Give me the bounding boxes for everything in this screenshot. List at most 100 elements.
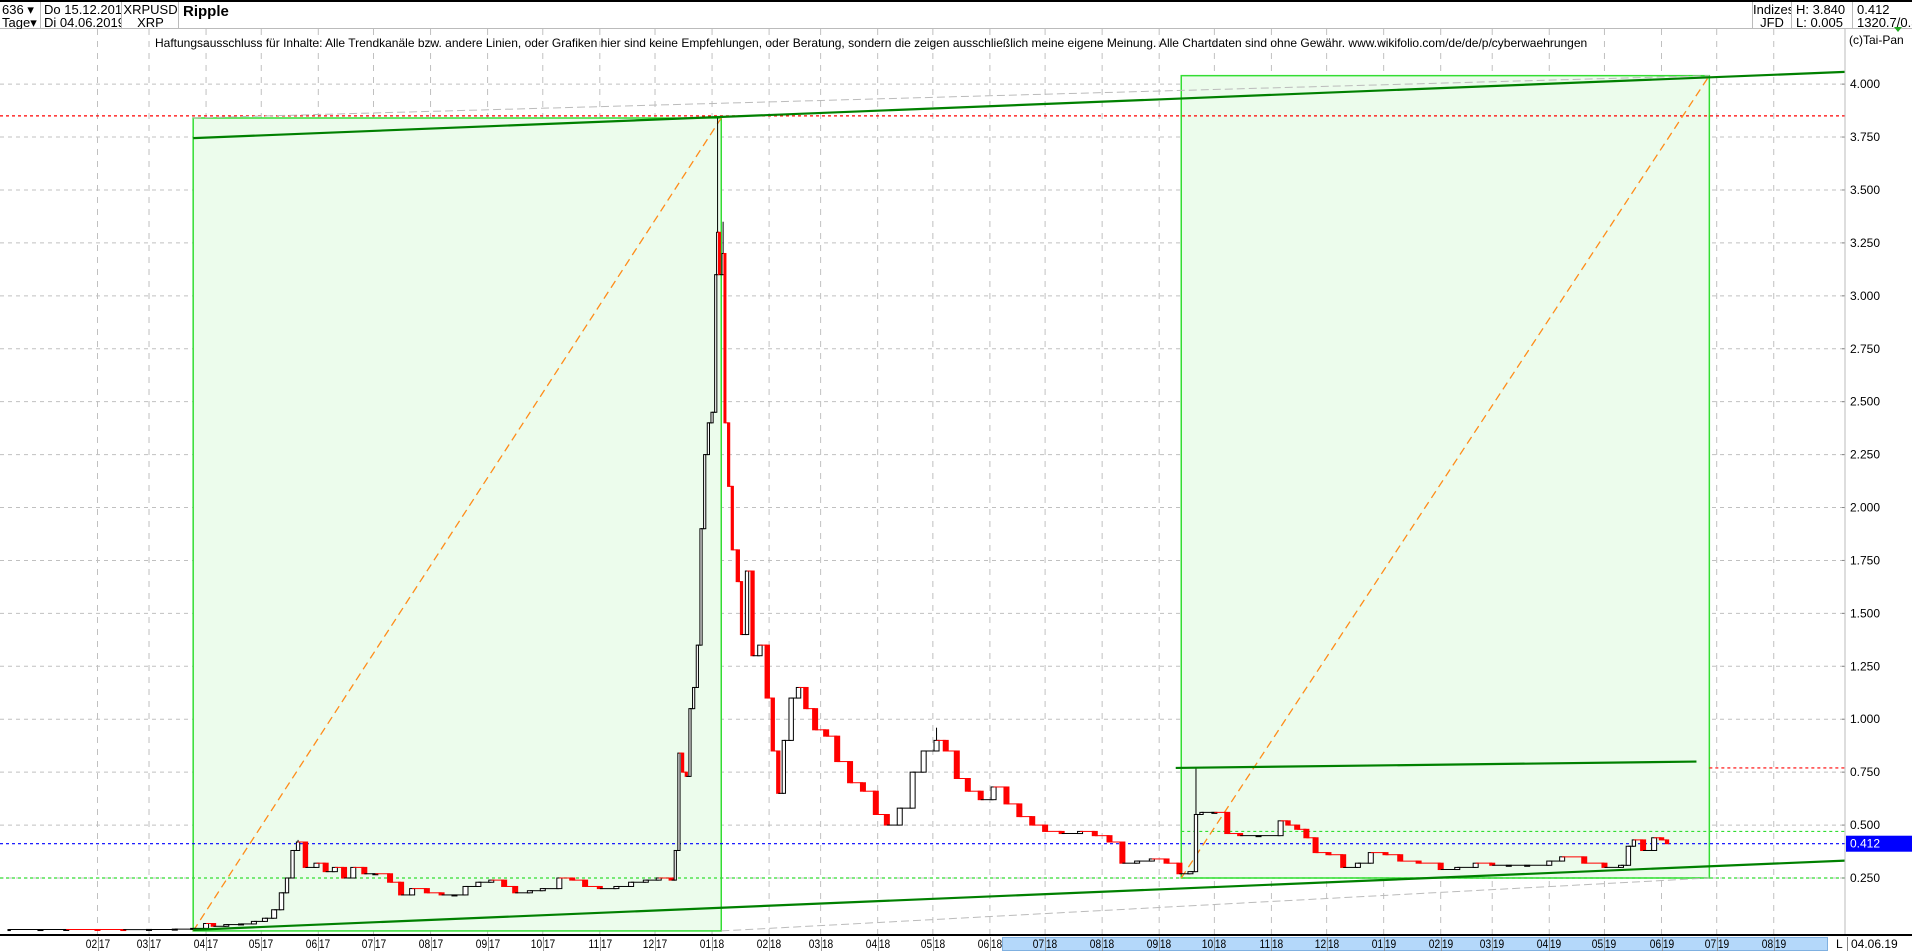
y-tick-label: 0.250 <box>1850 871 1880 885</box>
candle-body <box>501 879 508 887</box>
y-tick-label: 0.750 <box>1850 765 1880 779</box>
disclaimer-text: Haftungsausschluss für Inhalte: Alle Tre… <box>155 36 1588 50</box>
candle-body <box>964 778 971 792</box>
y-tick-label: 3.000 <box>1850 289 1880 303</box>
candles <box>7 117 1670 932</box>
candle-body <box>556 877 563 890</box>
candle-body <box>735 549 740 583</box>
range-boxes <box>192 74 1711 932</box>
candle-body <box>703 454 707 530</box>
footer-end-date: 04.06.19 <box>1847 937 1912 951</box>
symbol-code: XRPUSD <box>123 3 178 16</box>
market: Indizes JFD <box>1752 2 1792 29</box>
candle-body <box>462 885 469 896</box>
trend-lines[interactable] <box>193 69 1910 931</box>
candle-body <box>409 888 416 896</box>
candle-body <box>795 686 802 699</box>
scrollbar[interactable] <box>1002 937 1828 951</box>
candle-body <box>361 866 368 875</box>
period-count: 636 ▾ <box>2 3 34 16</box>
last-price-label: 0.412 <box>1850 837 1880 851</box>
candle-body <box>1631 839 1637 847</box>
candle-body <box>1163 858 1170 864</box>
candle-body <box>739 581 744 636</box>
candle-body <box>933 739 940 752</box>
candle-body <box>909 771 916 809</box>
candle-body <box>1016 803 1023 818</box>
candle-body <box>695 644 699 688</box>
candle-body <box>350 866 357 879</box>
candle-body <box>322 862 329 873</box>
diagonal-line <box>1180 75 1710 879</box>
interval-selector[interactable]: Tage▾ <box>2 16 37 29</box>
candle-body <box>859 782 866 792</box>
y-tick-label: 2.500 <box>1850 395 1880 409</box>
end-date[interactable]: Di 04.06.2019 <box>44 16 121 29</box>
candle-body <box>1340 854 1347 868</box>
candle-body <box>710 411 714 424</box>
start-date[interactable]: Do 15.12.2016 <box>44 3 121 16</box>
candle-body <box>1303 828 1310 839</box>
symbol-short: XRP <box>137 16 164 29</box>
low-value: L: 0.005 <box>1796 16 1843 29</box>
candle-body <box>953 750 960 780</box>
candle-body <box>883 813 890 826</box>
candle-body <box>688 708 692 777</box>
candle-body <box>1581 856 1588 864</box>
candle-body <box>1091 830 1098 837</box>
y-tick-label: 1.250 <box>1850 659 1880 673</box>
candle-body <box>1029 816 1036 826</box>
candle-body <box>1367 852 1374 864</box>
candle-body <box>290 849 295 879</box>
candle-body <box>1106 835 1113 843</box>
source: JFD <box>1760 16 1784 29</box>
candle-body <box>812 708 819 731</box>
candle-body <box>896 807 903 826</box>
candle-body <box>1119 841 1126 864</box>
trend-line-channel-top <box>193 70 1845 140</box>
candle-body <box>302 841 309 868</box>
candle-body <box>673 849 677 881</box>
candle-body <box>313 862 320 868</box>
candle-body <box>847 761 854 784</box>
candle-body <box>990 786 997 801</box>
candle-body <box>872 790 879 815</box>
candle-body <box>1312 837 1319 854</box>
candle-body <box>1472 862 1479 868</box>
candle-body <box>1559 856 1566 862</box>
candle-body <box>1003 786 1010 805</box>
candle-body <box>628 881 635 887</box>
candle-body <box>341 866 348 879</box>
candle-body <box>730 485 734 551</box>
date-range[interactable]: Do 15.12.2016 Di 04.06.2019 <box>42 2 122 29</box>
candle-body <box>1546 860 1553 866</box>
candle-body <box>803 686 809 710</box>
y-tick-label: 3.500 <box>1850 183 1880 197</box>
candle-body <box>1437 862 1444 871</box>
candle-body <box>203 923 210 929</box>
y-tick-label: 0.500 <box>1850 818 1880 832</box>
last-price-badge <box>1846 835 1912 852</box>
y-tick-label: 4.000 <box>1850 77 1880 91</box>
l-button[interactable]: L <box>1836 937 1843 951</box>
candle-body <box>1042 824 1049 832</box>
candle-body <box>920 750 927 773</box>
candle-body <box>770 697 775 752</box>
candle-body <box>1625 845 1632 866</box>
candle-body <box>764 644 770 699</box>
candle-body <box>475 881 482 887</box>
last-value: 0.412 <box>1857 3 1890 16</box>
candle-body <box>1354 862 1361 868</box>
candle-body <box>278 892 285 911</box>
y-tick-label: 1.750 <box>1850 553 1880 567</box>
candle-body <box>1601 862 1608 868</box>
y-tick-label: 2.750 <box>1850 342 1880 356</box>
candle-body <box>717 231 721 276</box>
candle-body <box>781 739 786 794</box>
candle-body <box>776 750 781 794</box>
candle-body <box>1651 837 1658 851</box>
guide-line <box>193 75 1710 119</box>
candle-body <box>692 686 696 710</box>
period-selector[interactable]: 636 ▾ Tage▾ <box>0 2 41 29</box>
